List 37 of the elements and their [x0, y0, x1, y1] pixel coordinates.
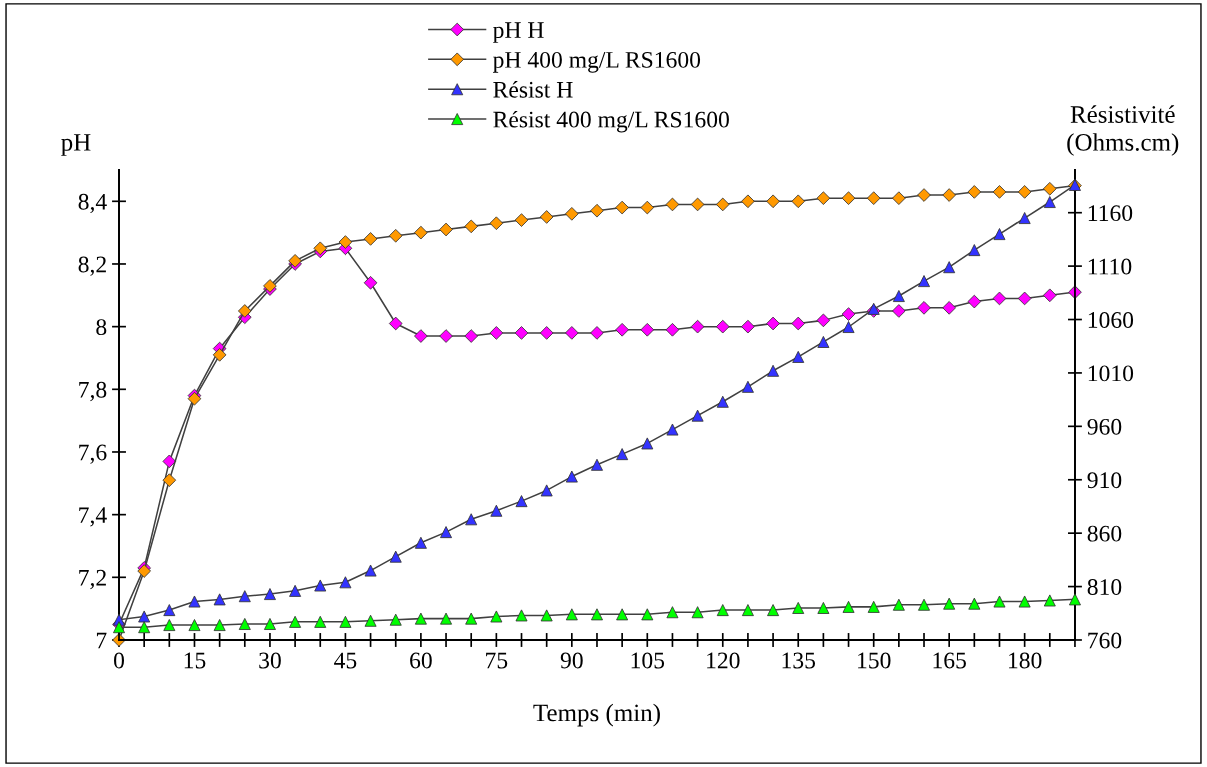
- x-tick-label: 60: [410, 652, 432, 669]
- x-tick-label: 180: [1009, 652, 1042, 669]
- x-tick-label: 90: [560, 652, 583, 669]
- y2-tick-label: 760: [1088, 632, 1122, 649]
- x-tick-label: 120: [707, 652, 740, 669]
- y-tick-label: 7,6: [79, 444, 107, 464]
- x-tick-label: 165: [933, 652, 966, 669]
- y2-tick-label: 1110: [1088, 258, 1132, 275]
- x-tick-label: 75: [486, 652, 508, 669]
- x-tick-label: 135: [782, 652, 816, 669]
- y2-tick-label: 1010: [1088, 365, 1134, 382]
- y-axis-title: pH: [61, 134, 91, 156]
- legend-label: Résist 400 mg/L RS1600: [493, 110, 729, 133]
- y2-axis-title: Résistivité (Ohms.cm): [1067, 105, 1179, 156]
- x-tick-label: 105: [631, 652, 665, 669]
- x-tick-label: 0: [114, 652, 125, 669]
- y-tick-label: 8,2: [78, 256, 106, 276]
- x-axis-title: Temps (min): [533, 703, 660, 727]
- y2-tick-label: 910: [1087, 472, 1122, 489]
- y-tick-label: 7,2: [79, 569, 106, 590]
- x-tick-label: 45: [334, 652, 357, 669]
- y2-tick-label: 860: [1087, 525, 1122, 542]
- legend-label: pH H: [493, 22, 544, 43]
- x-tick-label: 30: [259, 652, 281, 669]
- x-tick-label: 150: [858, 652, 891, 669]
- y-tick-label: 7,4: [79, 507, 107, 527]
- y2-tick-label: 810: [1087, 579, 1122, 595]
- x-tick-label: 15: [184, 652, 206, 669]
- legend-label: Résist H: [493, 81, 573, 98]
- y-tick-label: 7,8: [79, 381, 107, 402]
- legend-label: pH 400 mg/L RS1600: [493, 51, 701, 73]
- y-tick-label: 8,4: [78, 193, 107, 214]
- y2-tick-label: 960: [1087, 418, 1122, 435]
- y2-tick-label: 1060: [1088, 312, 1134, 328]
- y-tick-label: 8: [96, 319, 107, 336]
- y-tick-label: 7: [96, 632, 107, 649]
- y2-tick-label: 1160: [1088, 205, 1133, 222]
